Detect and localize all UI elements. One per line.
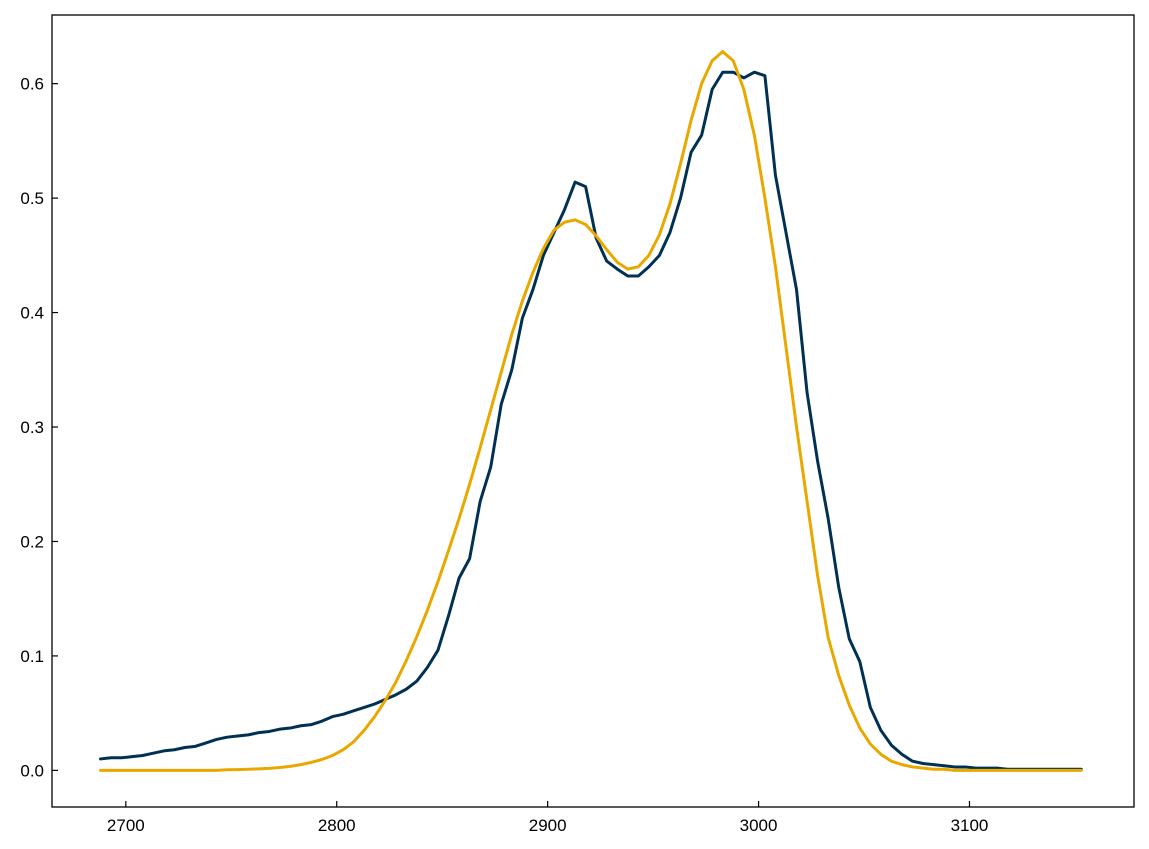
y-tick-label: 0.0 <box>20 761 44 780</box>
series-line-1 <box>99 70 1083 771</box>
y-tick-label: 0.1 <box>20 647 44 666</box>
series-layer <box>99 50 1083 772</box>
y-axis: 0.0 0.1 0.2 0.3 0.4 0.5 0.6 <box>20 75 58 780</box>
x-tick-label: 3100 <box>951 816 989 835</box>
y-tick-label: 0.4 <box>20 304 44 323</box>
x-tick-label: 2800 <box>318 816 356 835</box>
y-tick-label: 0.5 <box>20 189 44 208</box>
y-tick-label: 0.3 <box>20 418 44 437</box>
series-line-2 <box>99 50 1083 772</box>
plot-area <box>51 14 1135 808</box>
x-tick-label: 3000 <box>740 816 778 835</box>
plot-frame <box>51 14 1135 808</box>
y-tick-label: 0.6 <box>20 75 44 94</box>
x-tick-label: 2700 <box>107 816 145 835</box>
y-tick-label: 0.2 <box>20 532 44 551</box>
x-axis: 2700 2800 2900 3000 3100 <box>107 801 988 835</box>
x-tick-label: 2900 <box>529 816 567 835</box>
